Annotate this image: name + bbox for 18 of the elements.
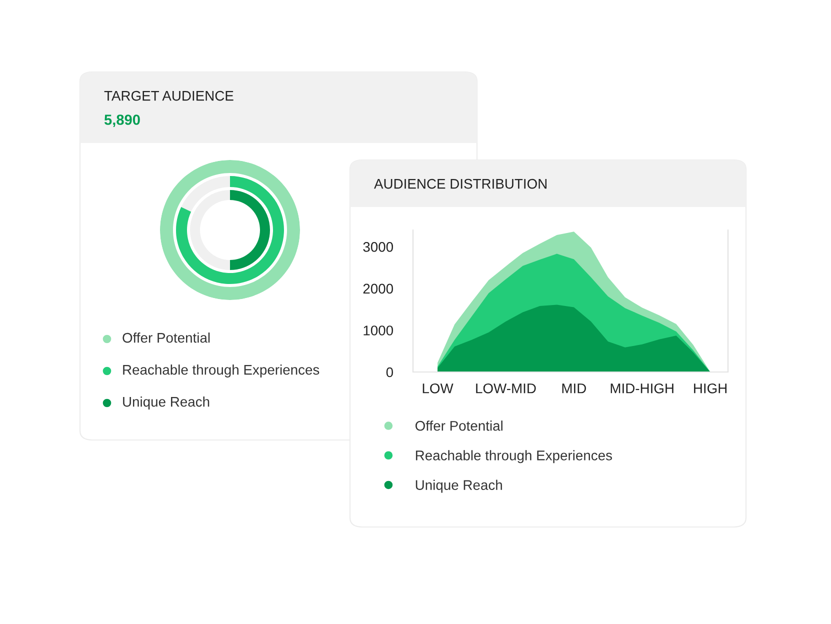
chart-title: AUDIENCE DISTRIBUTION [374,178,546,189]
legend-label: Offer Potential [415,420,502,431]
x-tick-label: MID-HIGH [610,383,674,394]
y-tick-label: 2000 [363,284,394,294]
text: Reachable through Experiences [123,364,320,378]
x-tick-label: LOW-MID [476,383,536,394]
legend-label: Unique Reach [416,480,502,493]
text: Offer Potential [122,332,210,343]
y-tick-label: 0 [386,367,394,378]
x-tick-label: LOW [422,383,454,394]
text: Unique Reach [123,396,210,410]
text: 5,890 [104,114,140,128]
text: TARGET AUDIENCE [104,90,234,101]
y-tick-label: 1000 [364,326,394,336]
y-tick-label: 3000 [363,242,394,252]
x-tick-label: HIGH [694,383,726,394]
legend-label: Reachable through Experiences [416,450,612,464]
x-tick-label: MID [562,384,586,394]
